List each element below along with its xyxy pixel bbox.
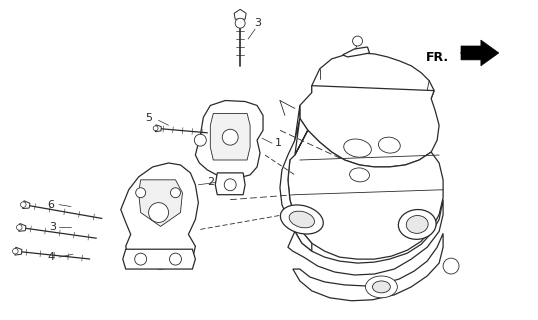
Polygon shape <box>15 247 22 255</box>
Ellipse shape <box>398 210 436 239</box>
Circle shape <box>136 188 146 198</box>
Text: 5: 5 <box>145 113 152 124</box>
Circle shape <box>235 18 245 28</box>
Circle shape <box>153 126 158 131</box>
Polygon shape <box>312 53 434 111</box>
Ellipse shape <box>344 139 371 157</box>
Text: 4: 4 <box>47 252 55 262</box>
Ellipse shape <box>365 276 398 298</box>
Polygon shape <box>343 47 370 57</box>
Circle shape <box>194 134 207 146</box>
Ellipse shape <box>406 215 428 233</box>
Polygon shape <box>288 106 443 259</box>
Polygon shape <box>293 233 443 301</box>
Circle shape <box>134 253 147 265</box>
Circle shape <box>169 253 181 265</box>
Polygon shape <box>121 163 199 269</box>
Text: 3: 3 <box>254 18 261 28</box>
Text: 2: 2 <box>207 177 214 187</box>
Polygon shape <box>300 86 439 167</box>
Circle shape <box>443 258 459 274</box>
Circle shape <box>222 129 238 145</box>
Circle shape <box>148 203 168 222</box>
Text: 6: 6 <box>48 200 55 210</box>
Polygon shape <box>123 249 195 269</box>
Polygon shape <box>280 118 312 251</box>
Polygon shape <box>234 9 246 19</box>
Polygon shape <box>23 201 30 209</box>
Polygon shape <box>210 113 250 160</box>
Ellipse shape <box>289 211 315 228</box>
Circle shape <box>20 202 26 207</box>
Text: 1: 1 <box>274 138 281 148</box>
Polygon shape <box>461 40 499 66</box>
Polygon shape <box>288 200 443 275</box>
Circle shape <box>17 225 22 230</box>
Polygon shape <box>139 180 182 227</box>
Ellipse shape <box>372 281 391 293</box>
Circle shape <box>224 179 236 191</box>
Polygon shape <box>195 100 263 179</box>
Circle shape <box>171 188 180 198</box>
Polygon shape <box>215 173 245 195</box>
Ellipse shape <box>378 137 400 153</box>
Text: FR.: FR. <box>426 52 449 64</box>
Ellipse shape <box>350 168 370 182</box>
Ellipse shape <box>280 205 323 234</box>
Circle shape <box>12 248 18 254</box>
Polygon shape <box>19 223 26 231</box>
Text: 3: 3 <box>49 222 56 232</box>
Circle shape <box>352 36 363 46</box>
Polygon shape <box>155 125 161 132</box>
